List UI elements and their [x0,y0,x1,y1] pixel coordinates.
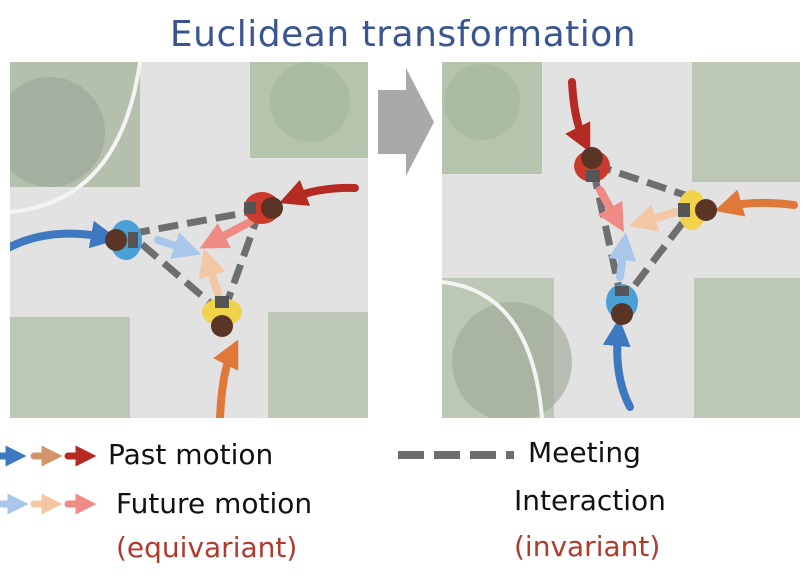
grass-patch [10,317,130,418]
scene-original [10,62,368,418]
pedestrian-blue [105,220,142,260]
grass-patch [692,62,800,182]
pedestrian-orange [202,296,242,337]
tree-shadow [10,77,105,187]
transformation-arrow [378,68,434,176]
legend-interaction: Interaction [514,484,666,517]
grass-patch [694,278,800,418]
tree [444,64,520,140]
tree-shadow [452,302,572,418]
tree [270,62,350,142]
future-arrows [596,186,680,281]
past-arrows [10,179,359,418]
page-title: Euclidean transformation [169,14,637,55]
pedestrian-blue [606,284,638,325]
meeting-lines [588,160,703,305]
pedestrian-red [574,147,610,182]
pedestrian-orange [678,190,717,230]
legend-equivariant: (equivariant) [116,531,298,564]
future-arrows [154,218,254,298]
legend-future-motion: Future motion [116,487,313,520]
legend-invariant: (invariant) [514,530,661,563]
grass-patch [268,312,368,418]
meeting-swatch [398,451,514,459]
scene-transformed [442,62,800,418]
meeting-lines [127,206,264,317]
pedestrian-red [244,192,283,224]
legend-swatches [0,445,97,515]
legend-meeting: Meeting [528,436,641,469]
legend-past-motion: Past motion [108,438,274,471]
past-arrows [565,78,798,411]
